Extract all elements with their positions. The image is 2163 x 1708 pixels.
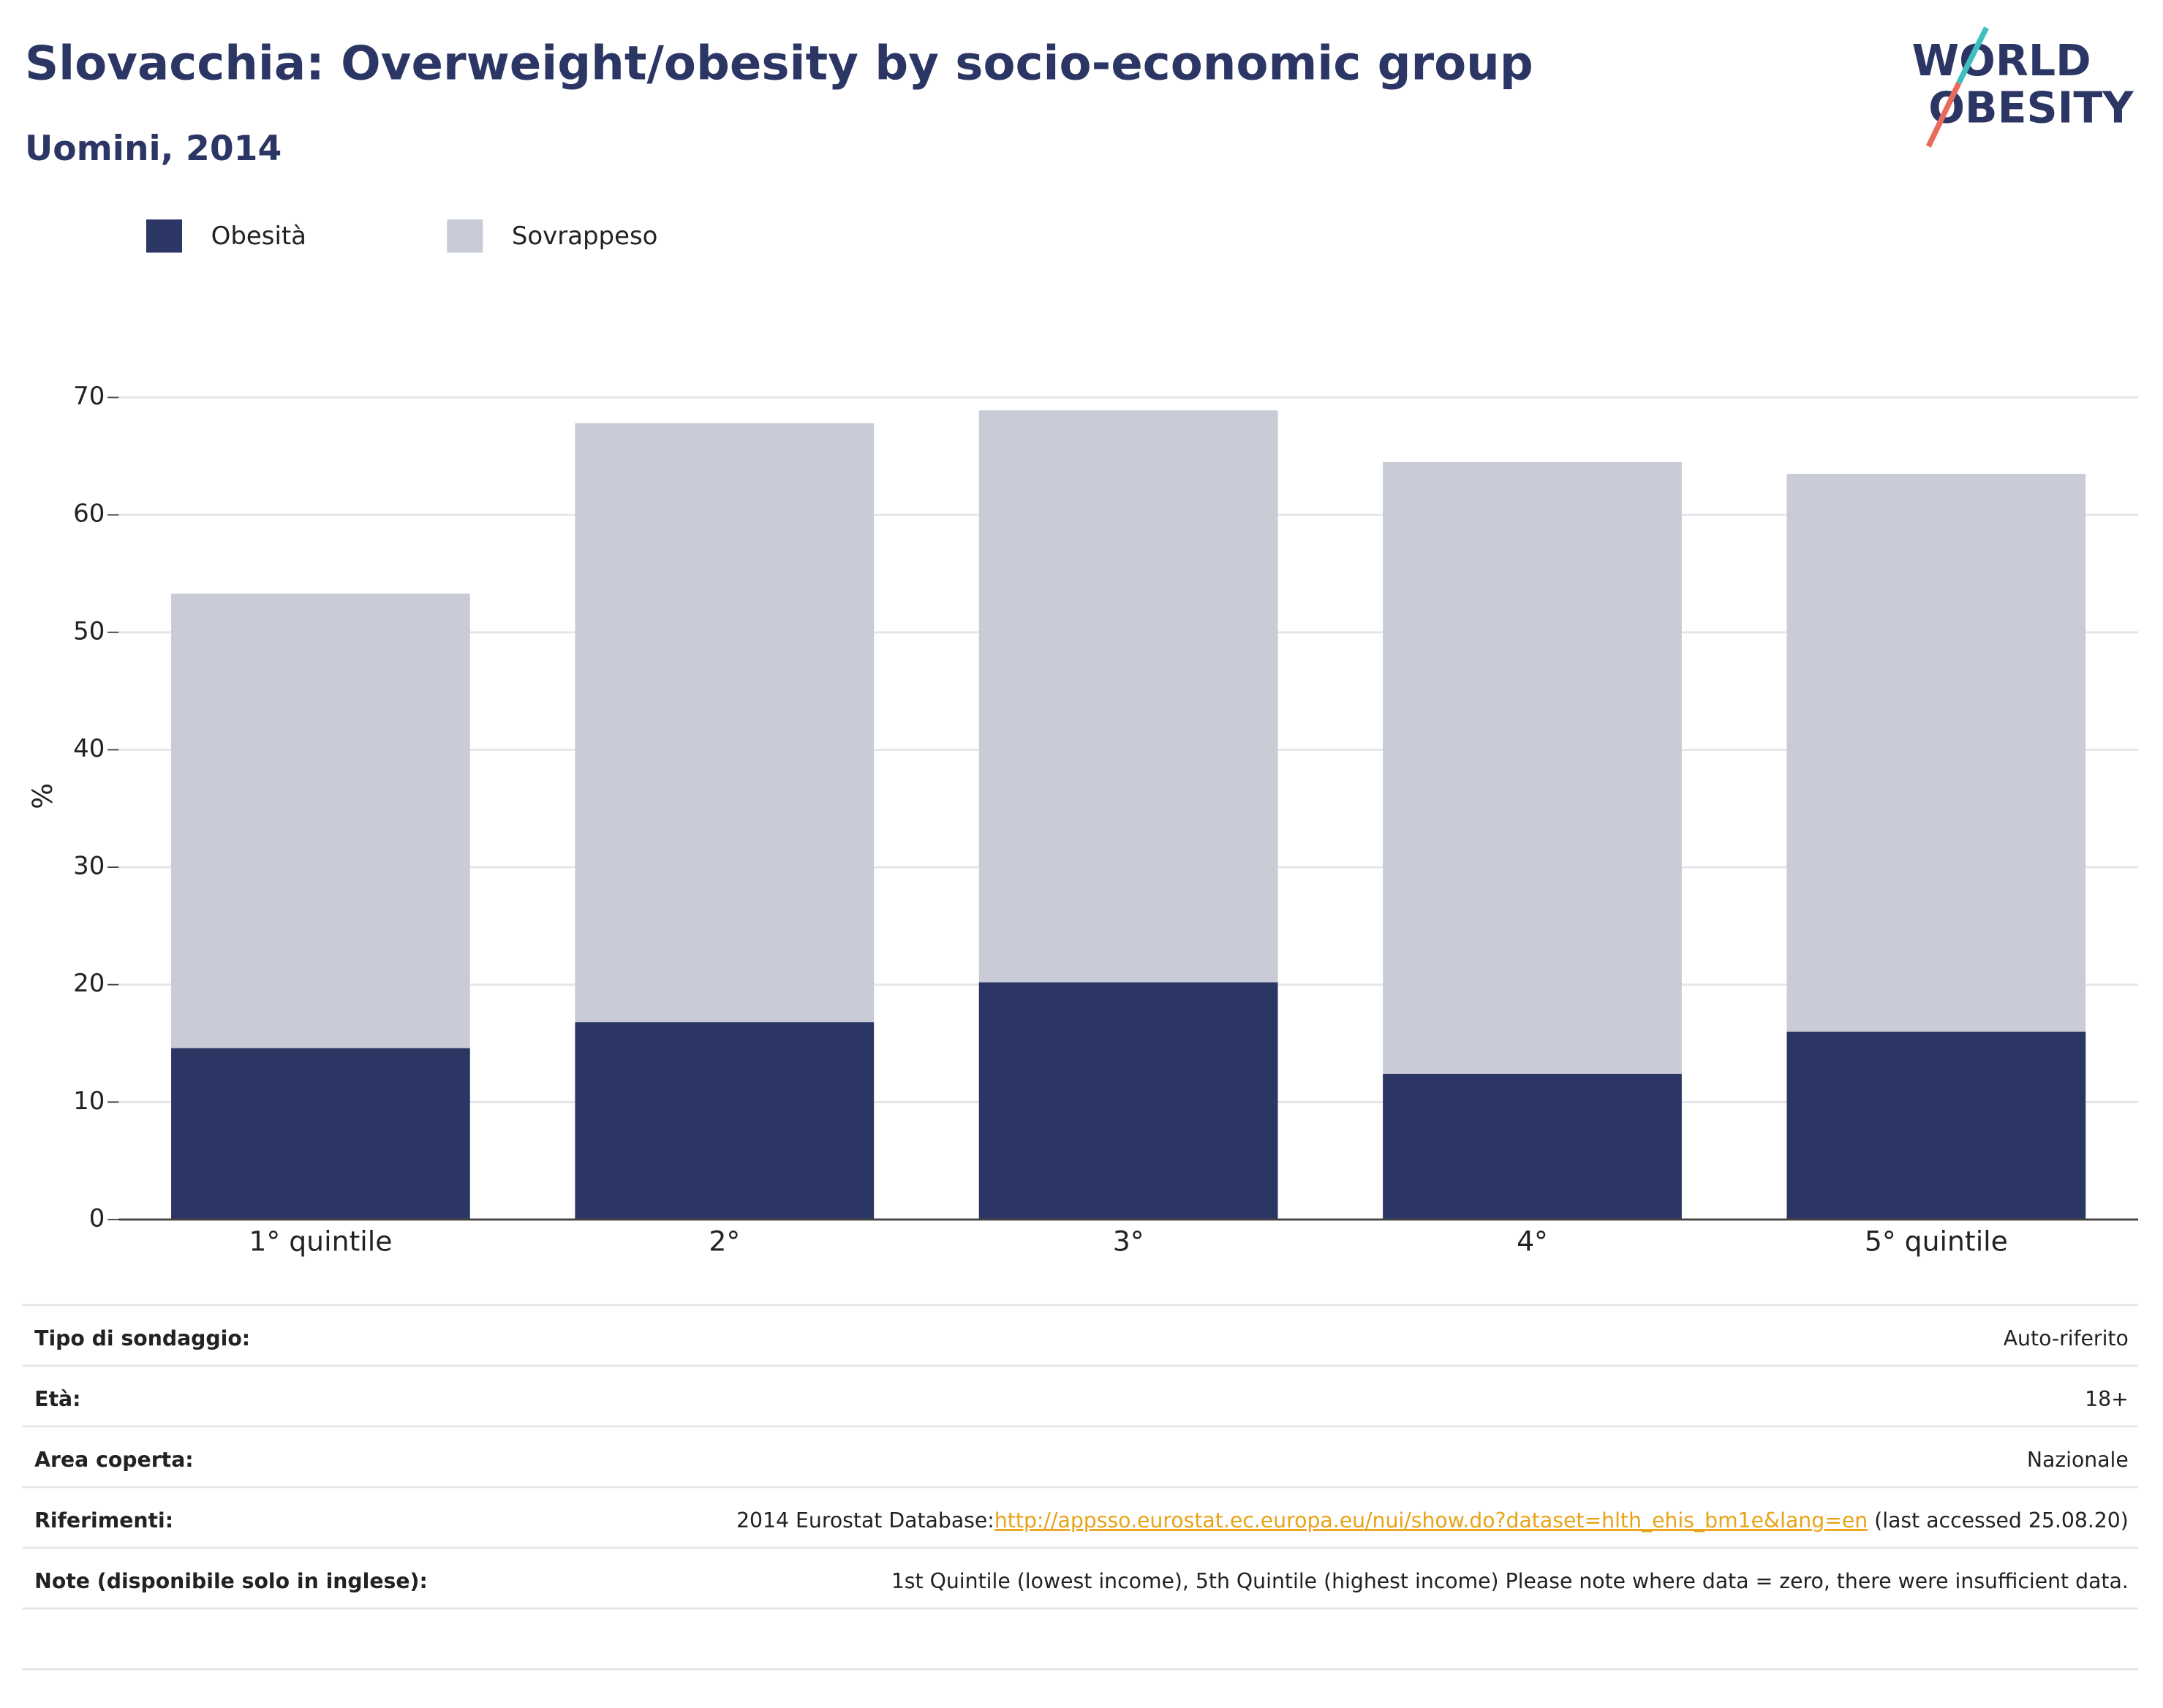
y-tick-label: 30 bbox=[73, 852, 105, 881]
table-label: Area coperta: bbox=[34, 1448, 193, 1472]
table-label: Note (disponibile solo in inglese): bbox=[34, 1569, 428, 1593]
logo-slash bbox=[1925, 81, 1962, 148]
table-value: Nazionale bbox=[2027, 1448, 2129, 1472]
bar-segment bbox=[1383, 461, 1682, 1074]
y-axis-label: % bbox=[26, 783, 58, 809]
table-value: 18+ bbox=[2085, 1387, 2129, 1411]
legend-swatch bbox=[146, 219, 183, 253]
table-value-part: (last accessed 25.08.20) bbox=[1868, 1508, 2129, 1533]
table-value-part: Auto-riferito bbox=[2004, 1326, 2129, 1350]
y-tick-label: 60 bbox=[73, 499, 105, 529]
legend-label: Obesità bbox=[211, 222, 306, 251]
table-label: Età: bbox=[34, 1387, 80, 1411]
bar-segment bbox=[978, 410, 1278, 983]
y-tick-label: 50 bbox=[73, 616, 105, 646]
bar-segment bbox=[1786, 1031, 2086, 1220]
logo-text: WORLD bbox=[1912, 36, 2091, 86]
bar-segment bbox=[575, 423, 875, 1023]
table-label: Riferimenti: bbox=[34, 1508, 173, 1533]
bar-segment bbox=[1383, 1073, 1682, 1220]
bar-segment bbox=[171, 1048, 470, 1220]
bar-segment bbox=[575, 1022, 875, 1220]
logo: WORLD OBESITY bbox=[1912, 26, 2134, 148]
legend-label: Sovrappeso bbox=[512, 222, 658, 251]
table-value: 2014 Eurostat Database:http://appsso.eur… bbox=[736, 1508, 2129, 1533]
bar-segment bbox=[1786, 473, 2086, 1032]
chart-title: Slovacchia: Overweight/obesity by socio-… bbox=[25, 36, 1533, 91]
table-value-part: 2014 Eurostat Database: bbox=[736, 1508, 994, 1533]
table-value: 1st Quintile (lowest income), 5th Quinti… bbox=[891, 1569, 2129, 1593]
x-tick-label: 4° bbox=[1517, 1225, 1548, 1257]
bar-segment bbox=[978, 982, 1278, 1220]
x-tick-label: 3° bbox=[1113, 1225, 1144, 1257]
bar-segment bbox=[171, 593, 470, 1048]
y-tick-label: 20 bbox=[73, 969, 105, 998]
chart-subtitle: Uomini, 2014 bbox=[25, 129, 282, 169]
x-tick-label: 2° bbox=[709, 1225, 740, 1257]
x-tick-label: 1° quintile bbox=[249, 1225, 392, 1257]
table-value-part: 18+ bbox=[2085, 1387, 2129, 1411]
y-tick-label: 0 bbox=[89, 1203, 105, 1233]
y-tick-label: 40 bbox=[73, 734, 105, 763]
logo-slash bbox=[1956, 26, 1989, 85]
x-tick-label: 5° quintile bbox=[1865, 1225, 2008, 1257]
reference-link[interactable]: http://appsso.eurostat.ec.europa.eu/nui/… bbox=[994, 1508, 1868, 1533]
legend-swatch bbox=[447, 219, 483, 253]
table-value-part: 1st Quintile (lowest income), 5th Quinti… bbox=[891, 1569, 2129, 1593]
table-value-part: Nazionale bbox=[2027, 1448, 2129, 1472]
table-value: Auto-riferito bbox=[2004, 1326, 2129, 1350]
logo-text: OBESITY bbox=[1928, 83, 2134, 132]
y-tick-label: 70 bbox=[73, 382, 105, 411]
y-tick-label: 10 bbox=[73, 1087, 105, 1116]
table-label: Tipo di sondaggio: bbox=[34, 1326, 250, 1350]
